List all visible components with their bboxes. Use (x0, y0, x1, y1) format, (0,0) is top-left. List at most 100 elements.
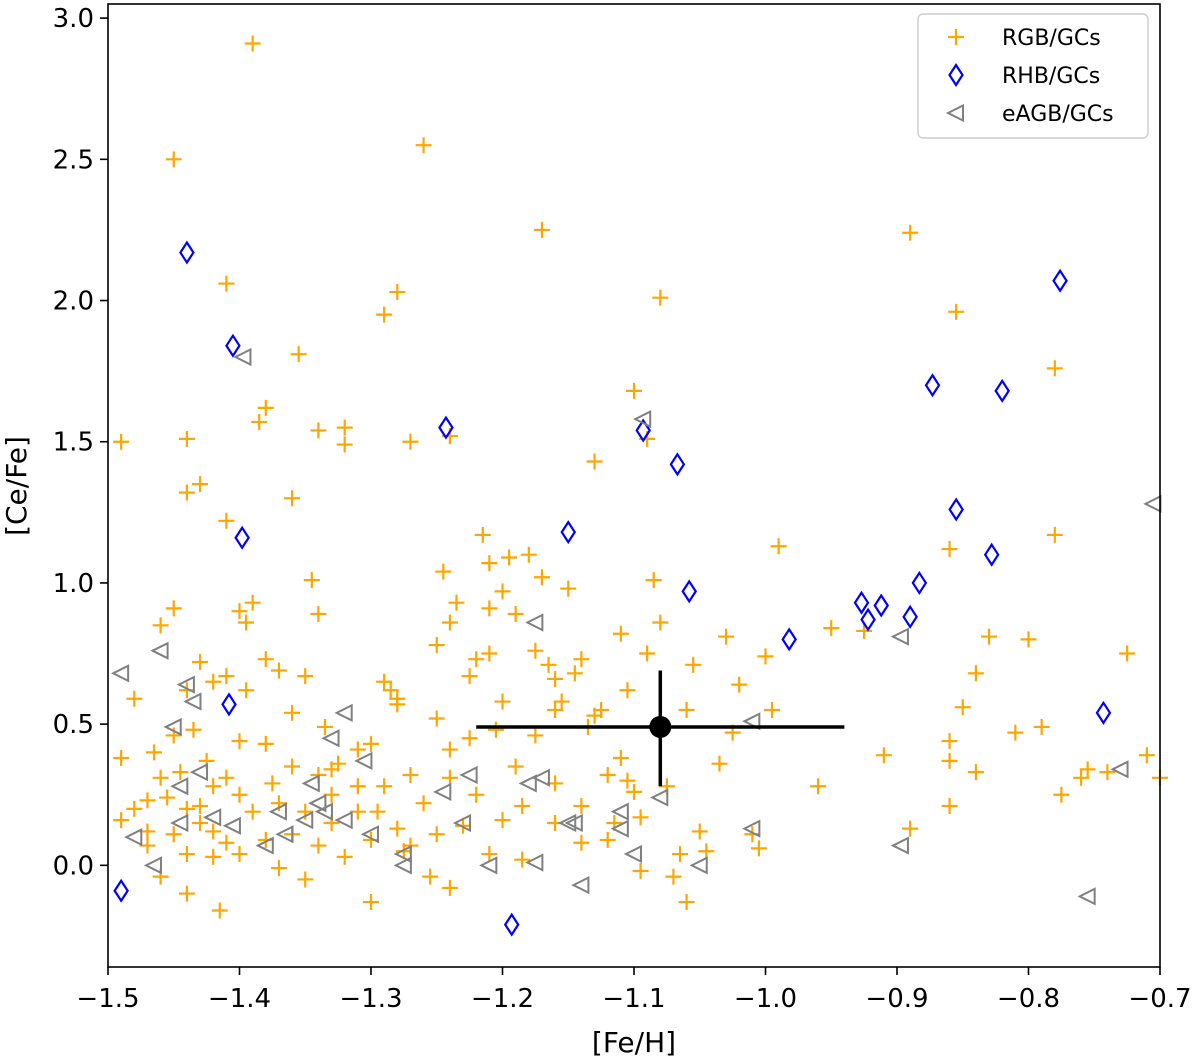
data-point (948, 497, 964, 522)
data-point (126, 800, 143, 817)
x-tick-label: −1.3 (339, 984, 402, 1014)
y-axis: 0.0 0.5 1.0 1.5 2.0 2.5 3.0 (53, 4, 108, 881)
data-point (650, 788, 669, 807)
data-point (494, 812, 511, 829)
data-point (165, 727, 182, 744)
data-point (310, 605, 327, 622)
data-point (1099, 764, 1116, 781)
legend-label: RHB/GCs (1002, 64, 1100, 89)
data-point (924, 373, 941, 398)
data-point (626, 783, 642, 800)
y-tick-label: 2.5 (53, 145, 94, 175)
data-point (336, 848, 353, 865)
data-point (183, 692, 202, 711)
data-point (323, 761, 340, 778)
data-point (264, 775, 281, 792)
data-point (494, 693, 511, 710)
data-point (290, 346, 307, 363)
data-point (139, 792, 156, 809)
data-point (547, 670, 564, 687)
data-point (185, 721, 202, 738)
data-point (152, 617, 169, 634)
data-point (553, 693, 570, 710)
data-point (321, 729, 340, 748)
data-point (233, 347, 252, 367)
data-point (994, 378, 1011, 403)
data-point (875, 747, 892, 764)
data-point (393, 856, 412, 875)
data-point (297, 668, 314, 685)
y-tick-label: 0.0 (53, 851, 94, 881)
data-point (558, 813, 577, 833)
data-point (268, 802, 287, 821)
data-point (764, 702, 781, 719)
data-point (525, 613, 544, 632)
data-point (303, 572, 320, 589)
data-point (742, 819, 761, 838)
legend-marker (948, 62, 964, 88)
data-point (172, 764, 189, 781)
data-point (297, 803, 314, 820)
data-point (948, 303, 965, 320)
data-point (205, 823, 222, 840)
x-tick-label: −1.0 (734, 984, 797, 1014)
data-point (610, 819, 629, 838)
data-point (455, 817, 472, 834)
data-point (218, 275, 235, 292)
y-tick-label: 1.5 (53, 428, 94, 458)
data-point (244, 803, 261, 820)
data-point (297, 871, 314, 888)
data-point (527, 642, 544, 659)
data-point (165, 600, 182, 617)
data-point (231, 733, 248, 750)
data-point (270, 662, 287, 679)
data-point (1143, 494, 1162, 513)
data-point (225, 333, 241, 358)
data-point (349, 778, 366, 795)
data-point (501, 549, 518, 566)
data-point (1138, 747, 1155, 764)
series-highlight (476, 670, 845, 787)
data-point (941, 733, 958, 750)
data-point (363, 831, 379, 848)
data-point (610, 802, 629, 821)
data-point (1033, 718, 1050, 735)
data-point (669, 452, 686, 477)
data-point (211, 902, 228, 919)
data-point (518, 774, 537, 793)
data-point (678, 702, 695, 719)
data-point (435, 563, 452, 580)
data-point (244, 594, 261, 611)
data-point (393, 844, 412, 864)
data-point (218, 834, 235, 851)
data-point (360, 825, 379, 844)
data-point (967, 764, 984, 781)
data-point (163, 717, 182, 737)
data-point (334, 703, 353, 722)
data-point (218, 769, 235, 786)
data-point (126, 690, 143, 707)
data-point (159, 789, 176, 806)
data-point (178, 430, 195, 447)
data-point (632, 862, 649, 879)
data-point (438, 415, 454, 440)
data-point (853, 590, 870, 615)
data-point (234, 525, 250, 550)
data-point (983, 542, 1000, 567)
data-point (1119, 645, 1136, 662)
data-point (770, 538, 787, 555)
data-point (573, 834, 590, 851)
y-tick-label: 0.5 (53, 710, 94, 740)
data-point (205, 848, 222, 865)
data-point (314, 802, 333, 821)
data-point (238, 682, 255, 699)
data-point (474, 526, 491, 543)
data-point (632, 809, 649, 826)
mean-point (649, 715, 672, 738)
data-point (270, 860, 287, 877)
data-point (382, 682, 399, 699)
data-point (890, 627, 909, 646)
data-point (564, 813, 583, 833)
data-point (623, 844, 642, 864)
data-point (295, 811, 314, 830)
